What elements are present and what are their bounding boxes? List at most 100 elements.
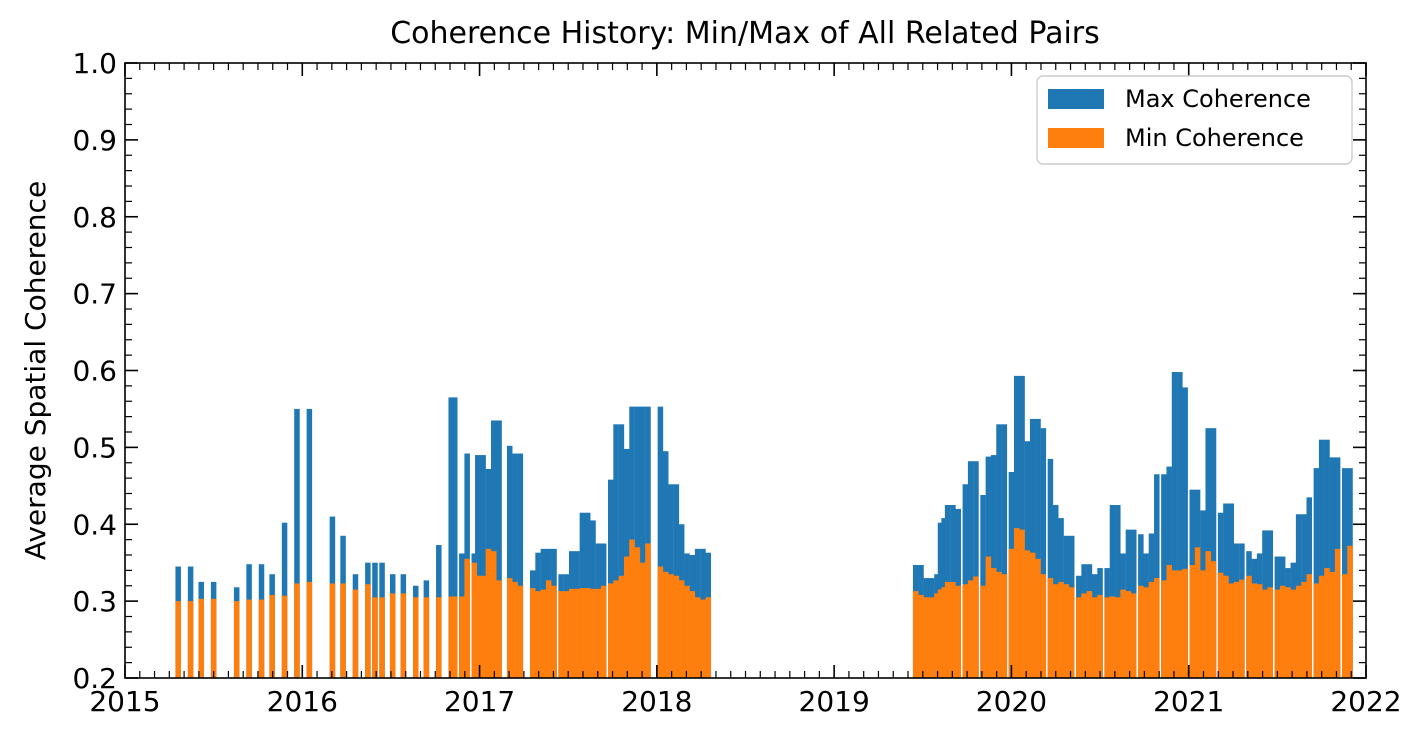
max-coherence-bar [512,453,518,678]
y-axis-label: Average Spatial Coherence [19,181,52,560]
min-coherence-bar [1131,593,1137,678]
min-coherence-bar [198,598,204,678]
min-coherence-bar [944,581,951,678]
min-coherence-bar [246,599,252,678]
legend-swatch-min [1048,128,1104,148]
min-coherence-bar [1154,578,1160,678]
max-coherence-bar [1171,372,1178,678]
min-coherence-bar [973,576,979,678]
y-tick-label: 0.9 [72,124,117,157]
min-coherence-bar [491,551,497,678]
min-coherence-bar [579,588,586,678]
min-coherence-bar [475,575,481,678]
y-tick-label: 0.2 [72,662,117,695]
min-coherence-bar [1125,591,1132,678]
min-coherence-bar [436,597,442,678]
legend-label-min: Min Coherence [1125,124,1304,152]
legend: Max Coherence Min Coherence [1036,75,1353,165]
min-coherence-bar [1053,584,1059,678]
min-coherence-bar [233,601,240,678]
min-coherence-bar [937,589,944,678]
min-coherence-bar [563,591,570,678]
min-coherence-bar [1068,587,1075,678]
min-coherence-bar [941,587,947,678]
min-coherence-bar [512,581,518,678]
min-coherence-bar [608,583,614,678]
min-coherence-bar [1301,581,1307,678]
min-coherence-bar [1279,585,1286,678]
min-coherence-bar [928,597,935,678]
min-coherence-bar [618,575,625,678]
min-coherence-bar [1341,574,1348,678]
min-coherence-bar [1047,578,1054,678]
max-coherence-bar [1047,458,1054,678]
max-coherence-bar [1341,468,1348,678]
x-tick-label: 2020 [976,685,1047,718]
max-coherence-bar [1014,375,1020,678]
y-tick-label: 0.7 [72,278,117,311]
max-coherence-bar [639,406,646,678]
min-coherence-bar [372,597,378,678]
max-coherence-bar [1210,428,1217,678]
min-coherence-bar [629,539,635,679]
min-coherence-bar [506,578,513,678]
min-coherence-bar [996,571,1002,678]
min-coherence-bar [340,583,346,678]
max-coherence-bar [496,420,502,678]
min-coherence-bar [480,575,486,678]
max-coherence-bar [967,461,974,678]
y-tick-label: 0.8 [72,201,117,234]
max-coherence-bar [1182,387,1188,678]
x-tick-label: 2017 [444,685,515,718]
max-coherence-bar [452,397,458,678]
min-coherence-bar [657,566,664,678]
y-tick-label: 0.4 [72,508,117,541]
min-coherence-bar [1063,584,1070,678]
max-coherence-bar [634,406,641,678]
min-coherence-bar [1313,583,1320,678]
max-coherence-bar [491,420,497,678]
min-coherence-bar [535,591,541,678]
min-coherence-bar [1161,580,1167,678]
min-coherence-bar [1290,589,1297,678]
legend-box [1036,75,1353,165]
min-coherence-bar [485,548,492,678]
max-coherence-bar [1001,424,1008,678]
min-coherence-bar [1148,581,1155,678]
min-coherence-bar [1194,547,1201,678]
legend-label-max: Max Coherence [1125,85,1311,113]
min-coherence-bar [365,584,371,678]
y-tick-label: 0.5 [72,431,117,464]
min-coherence-bar [1109,596,1116,678]
max-coherence-bar [657,406,664,678]
min-coherence-bar [448,596,454,678]
x-tick-label: 2018 [621,685,692,718]
min-coherence-bar [967,580,974,678]
min-coherence-bar [1274,589,1281,678]
min-coherence-bar [1228,583,1235,678]
min-coherence-bar [918,594,924,678]
min-coherence-bar [1285,587,1291,678]
min-coherence-bar [1171,570,1178,678]
min-coherence-bar [1246,575,1252,678]
min-coherence-bar [389,593,396,678]
min-coherence-bar [1081,593,1087,678]
min-coherence-bar [187,601,194,678]
min-coherence-bar [1205,551,1211,678]
min-coherence-bar [662,571,669,678]
min-coherence-bar [1262,589,1268,678]
y-tick-label: 0.6 [72,355,117,388]
max-coherence-bar [608,479,614,678]
plot-frame [124,62,1367,679]
min-coherence-bar [569,588,575,678]
min-coherence-bar [923,597,930,678]
min-coherence-bar [934,593,940,678]
min-coherence-bar [329,583,336,678]
max-coherence-bar [506,445,513,678]
min-coherence-bar [281,595,288,678]
min-coherence-bar [1040,574,1047,678]
min-coherence-bars [175,528,1353,679]
x-tick-label: 2015 [89,685,160,718]
min-coherence-bar [645,543,651,678]
